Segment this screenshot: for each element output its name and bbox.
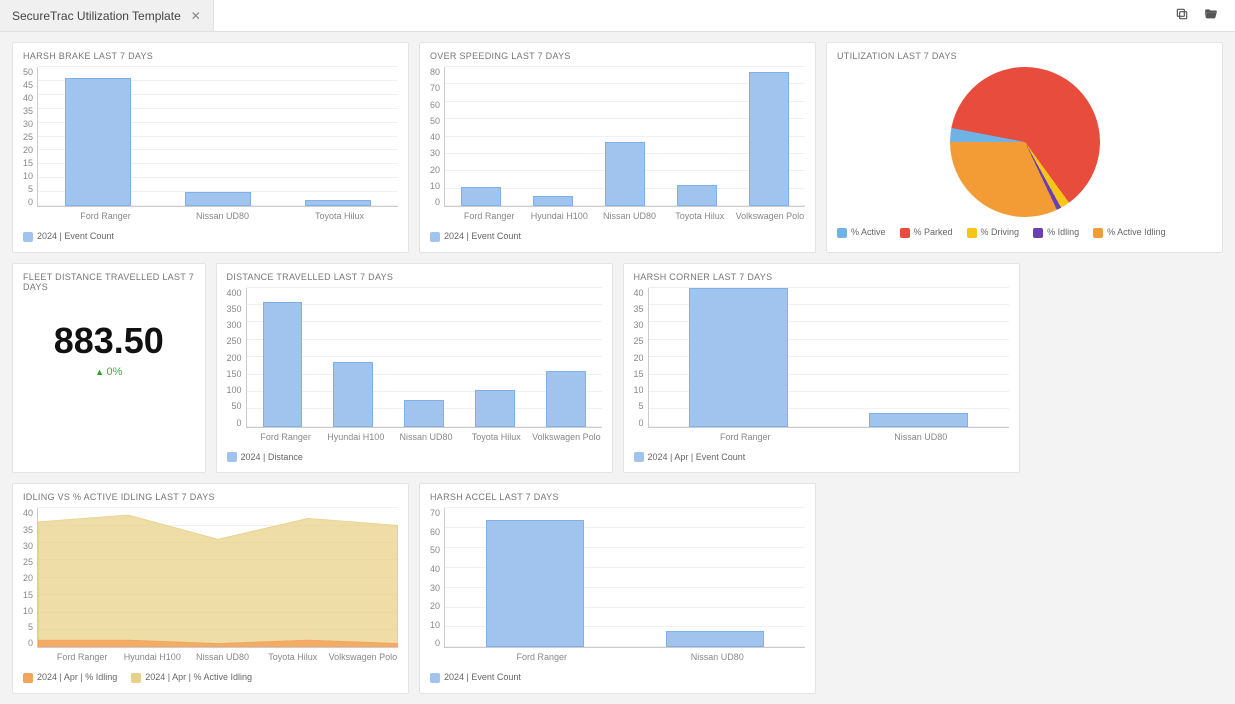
legend-swatch [1093,228,1103,238]
legend-label: % Active Idling [1107,227,1166,237]
legend-swatch [837,228,847,238]
legend: 2024 | Event Count [430,231,805,242]
bar[interactable] [533,196,573,206]
plot-area [37,67,398,207]
topbar-actions [1175,0,1235,31]
y-axis: 4035302520151050 [23,508,37,648]
panel-harsh-brake: HARSH BRAKE LAST 7 DAYS 5045403530252015… [12,42,409,253]
panel-title: OVER SPEEDING LAST 7 DAYS [430,51,805,61]
legend-swatch [967,228,977,238]
legend: 2024 | Event Count [430,672,805,683]
bar[interactable] [461,187,501,206]
y-axis: 80706050403020100 [430,67,444,207]
panel-idling: IDLING VS % ACTIVE IDLING LAST 7 DAYS 40… [12,483,409,694]
legend-swatch [900,228,910,238]
legend-swatch [430,673,440,683]
legend-swatch [23,673,33,683]
tab-title: SecureTrac Utilization Template [12,9,181,23]
legend: 2024 | Apr | % Idling 2024 | Apr | % Acti… [23,672,398,683]
panel-title: HARSH BRAKE LAST 7 DAYS [23,51,398,61]
folder-open-icon[interactable] [1203,7,1219,24]
legend: 2024 | Distance [227,452,602,463]
chart-distance-travelled[interactable]: 400350300250200150100500 [227,288,602,428]
top-tab-bar: SecureTrac Utilization Template ✕ [0,0,1235,32]
bar[interactable] [689,288,788,427]
kpi-value: 883.50 [23,320,195,362]
legend-label: 2024 | Distance [241,452,303,462]
x-labels: Ford RangerNissan UD80 [658,432,1009,442]
chart-harsh-accel[interactable]: 706050403020100 [430,508,805,648]
duplicate-icon[interactable] [1175,7,1189,24]
bar[interactable] [65,78,131,206]
panel-title: HARSH ACCEL LAST 7 DAYS [430,492,805,502]
legend-swatch [430,232,440,242]
plot-area [444,508,805,648]
bar[interactable] [486,520,585,647]
tab-securetrac[interactable]: SecureTrac Utilization Template ✕ [0,0,214,31]
close-icon[interactable]: ✕ [191,9,201,23]
plot-area [246,288,602,428]
bar[interactable] [666,631,765,647]
panel-title: IDLING VS % ACTIVE IDLING LAST 7 DAYS [23,492,398,502]
x-labels: Ford RangerHyundai H100Nissan UD80Toyota… [251,432,602,442]
legend-label: 2024 | Event Count [444,231,521,241]
x-labels: Ford RangerNissan UD80Toyota Hilux [47,211,398,221]
dashboard-grid: HARSH BRAKE LAST 7 DAYS 5045403530252015… [0,32,1235,704]
pie-chart[interactable] [950,67,1100,217]
panel-harsh-corner: HARSH CORNER LAST 7 DAYS 403530252015105… [623,263,1020,474]
bar[interactable] [677,185,717,206]
legend-label: % Parked [914,227,953,237]
legend-swatch [1033,228,1043,238]
y-axis: 4035302520151050 [634,288,648,428]
panel-harsh-accel: HARSH ACCEL LAST 7 DAYS 706050403020100 … [419,483,816,694]
panel-title: FLEET DISTANCE TRAVELLED LAST 7 DAYS [23,272,195,292]
kpi-delta: 0% [23,366,195,378]
bar[interactable] [605,142,645,206]
chart-harsh-brake[interactable]: 50454035302520151050 [23,67,398,207]
bar[interactable] [404,400,443,427]
legend-label: % Idling [1047,227,1079,237]
x-labels: Ford RangerHyundai H100Nissan UD80Toyota… [47,652,398,662]
plot-area [648,288,1009,428]
bar[interactable] [263,302,302,426]
legend-label: 2024 | Apr | Event Count [648,452,746,462]
legend: 2024 | Apr | Event Count [634,452,1009,463]
legend: % Active % Parked % Driving % Idling % Activ… [837,227,1212,238]
plot-area [37,508,398,648]
legend-swatch [131,673,141,683]
legend-label: % Driving [981,227,1020,237]
y-axis: 706050403020100 [430,508,444,648]
chart-idling[interactable]: 4035302520151050 [23,508,398,648]
panel-fleet-distance: FLEET DISTANCE TRAVELLED LAST 7 DAYS 883… [12,263,206,474]
plot-area [444,67,805,207]
bar[interactable] [869,413,968,427]
legend-label: 2024 | Event Count [444,672,521,682]
bar[interactable] [185,192,251,206]
bar[interactable] [475,390,514,426]
y-axis: 400350300250200150100500 [227,288,246,428]
chart-harsh-corner[interactable]: 4035302520151050 [634,288,1009,428]
bar[interactable] [546,371,585,427]
legend-label: 2024 | Apr | % Active Idling [145,672,252,682]
legend-label: 2024 | Event Count [37,231,114,241]
bar[interactable] [305,200,371,206]
legend-label: 2024 | Apr | % Idling [37,672,117,682]
x-labels: Ford RangerHyundai H100Nissan UD80Toyota… [454,211,805,221]
x-labels: Ford RangerNissan UD80 [454,652,805,662]
legend-swatch [634,452,644,462]
panel-distance-travelled: DISTANCE TRAVELLED LAST 7 DAYS 400350300… [216,263,613,474]
legend-swatch [23,232,33,242]
panel-utilization: UTILIZATION LAST 7 DAYS % Active % Parked… [826,42,1223,253]
chart-over-speeding[interactable]: 80706050403020100 [430,67,805,207]
panel-over-speeding: OVER SPEEDING LAST 7 DAYS 80706050403020… [419,42,816,253]
panel-title: DISTANCE TRAVELLED LAST 7 DAYS [227,272,602,282]
panel-title: UTILIZATION LAST 7 DAYS [837,51,1212,61]
panel-title: HARSH CORNER LAST 7 DAYS [634,272,1009,282]
legend-label: % Active [851,227,886,237]
legend-swatch [227,452,237,462]
bar[interactable] [749,72,789,206]
y-axis: 50454035302520151050 [23,67,37,207]
legend: 2024 | Event Count [23,231,398,242]
bar[interactable] [333,362,372,426]
